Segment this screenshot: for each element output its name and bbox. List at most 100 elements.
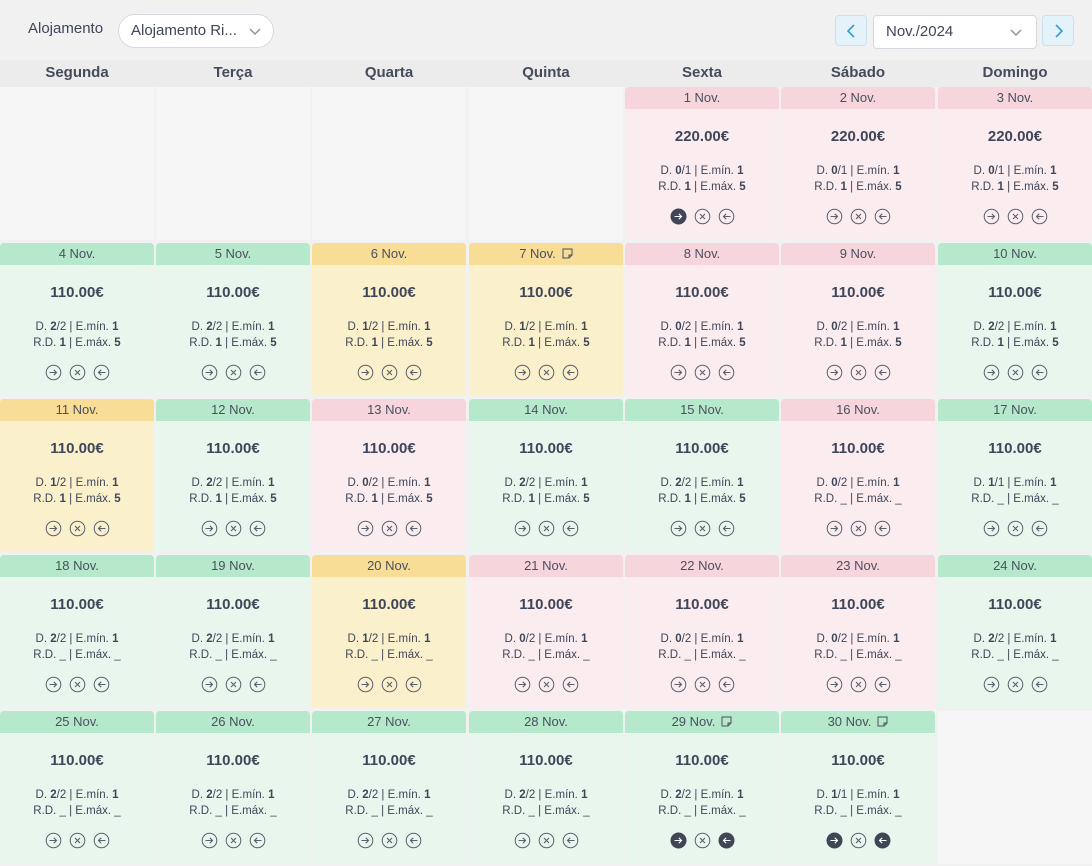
close-icon[interactable] — [225, 520, 242, 537]
close-icon[interactable] — [850, 832, 867, 849]
previous-month-button[interactable] — [835, 15, 867, 46]
day-cell[interactable]: 19 Nov. 110.00€ D. 2/2 | E.mín. 1 R.D. _ | … — [156, 555, 310, 708]
checkin-arrow-icon[interactable] — [514, 364, 531, 381]
checkout-arrow-icon[interactable] — [874, 208, 891, 225]
day-cell[interactable]: 15 Nov. 110.00€ D. 2/2 | E.mín. 1 R.D. 1 | … — [625, 399, 779, 552]
checkin-arrow-icon[interactable] — [983, 520, 1000, 537]
checkin-arrow-icon[interactable] — [983, 676, 1000, 693]
close-icon[interactable] — [538, 520, 555, 537]
checkin-arrow-icon[interactable] — [45, 520, 62, 537]
note-icon[interactable] — [877, 712, 888, 727]
checkout-arrow-icon[interactable] — [718, 676, 735, 693]
checkout-arrow-icon[interactable] — [874, 676, 891, 693]
checkin-arrow-icon[interactable] — [357, 832, 374, 849]
day-cell[interactable]: 11 Nov. 110.00€ D. 1/2 | E.mín. 1 R.D. 1 | … — [0, 399, 154, 552]
checkin-arrow-icon[interactable] — [357, 364, 374, 381]
day-cell[interactable]: 3 Nov. 220.00€ D. 0/1 | E.mín. 1 R.D. 1 | E… — [938, 87, 1092, 240]
day-cell[interactable]: 12 Nov. 110.00€ D. 2/2 | E.mín. 1 R.D. 1 | … — [156, 399, 310, 552]
close-icon[interactable] — [225, 364, 242, 381]
checkin-arrow-icon[interactable] — [826, 520, 843, 537]
checkout-arrow-icon[interactable] — [405, 676, 422, 693]
checkin-arrow-icon[interactable] — [357, 520, 374, 537]
checkin-arrow-icon[interactable] — [983, 208, 1000, 225]
checkin-arrow-icon[interactable] — [201, 520, 218, 537]
day-cell[interactable]: 2 Nov. 220.00€ D. 0/1 | E.mín. 1 R.D. 1 | E… — [781, 87, 935, 240]
close-icon[interactable] — [1007, 520, 1024, 537]
close-icon[interactable] — [381, 832, 398, 849]
day-cell[interactable]: 20 Nov. 110.00€ D. 1/2 | E.mín. 1 R.D. _ | … — [312, 555, 466, 708]
checkin-arrow-icon[interactable] — [514, 832, 531, 849]
close-icon[interactable] — [694, 832, 711, 849]
day-cell[interactable]: 29 Nov. 110.00€ D. 2/2 | E.mín. 1 R.D. _ | … — [625, 711, 779, 864]
checkout-arrow-icon[interactable] — [1031, 520, 1048, 537]
checkin-arrow-icon[interactable] — [201, 832, 218, 849]
checkin-arrow-icon[interactable] — [826, 676, 843, 693]
close-icon[interactable] — [381, 520, 398, 537]
day-cell[interactable]: 4 Nov. 110.00€ D. 2/2 | E.mín. 1 R.D. 1 | E… — [0, 243, 154, 396]
checkout-arrow-icon[interactable] — [249, 364, 266, 381]
checkout-arrow-icon[interactable] — [562, 520, 579, 537]
day-cell[interactable]: 9 Nov. 110.00€ D. 0/2 | E.mín. 1 R.D. 1 | E… — [781, 243, 935, 396]
checkout-arrow-icon[interactable] — [874, 832, 891, 849]
close-icon[interactable] — [1007, 208, 1024, 225]
day-cell[interactable]: 8 Nov. 110.00€ D. 0/2 | E.mín. 1 R.D. 1 | E… — [625, 243, 779, 396]
day-cell[interactable]: 26 Nov. 110.00€ D. 2/2 | E.mín. 1 R.D. _ | … — [156, 711, 310, 864]
checkout-arrow-icon[interactable] — [1031, 208, 1048, 225]
checkin-arrow-icon[interactable] — [670, 832, 687, 849]
close-icon[interactable] — [69, 520, 86, 537]
checkout-arrow-icon[interactable] — [249, 832, 266, 849]
checkout-arrow-icon[interactable] — [562, 364, 579, 381]
day-cell[interactable]: 21 Nov. 110.00€ D. 0/2 | E.mín. 1 R.D. _ | … — [469, 555, 623, 708]
checkout-arrow-icon[interactable] — [718, 364, 735, 381]
close-icon[interactable] — [1007, 364, 1024, 381]
day-cell[interactable]: 23 Nov. 110.00€ D. 0/2 | E.mín. 1 R.D. _ | … — [781, 555, 935, 708]
day-cell[interactable]: 17 Nov. 110.00€ D. 1/1 | E.mín. 1 R.D. _ | … — [938, 399, 1092, 552]
checkout-arrow-icon[interactable] — [93, 364, 110, 381]
day-cell[interactable]: 7 Nov. 110.00€ D. 1/2 | E.mín. 1 R.D. 1 | E… — [469, 243, 623, 396]
checkout-arrow-icon[interactable] — [562, 676, 579, 693]
day-cell[interactable]: 24 Nov. 110.00€ D. 2/2 | E.mín. 1 R.D. _ | … — [938, 555, 1092, 708]
checkin-arrow-icon[interactable] — [45, 676, 62, 693]
checkin-arrow-icon[interactable] — [826, 364, 843, 381]
close-icon[interactable] — [69, 364, 86, 381]
checkout-arrow-icon[interactable] — [1031, 364, 1048, 381]
close-icon[interactable] — [225, 832, 242, 849]
checkout-arrow-icon[interactable] — [405, 832, 422, 849]
next-month-button[interactable] — [1042, 15, 1074, 46]
checkout-arrow-icon[interactable] — [874, 364, 891, 381]
close-icon[interactable] — [694, 364, 711, 381]
checkin-arrow-icon[interactable] — [670, 520, 687, 537]
day-cell[interactable]: 5 Nov. 110.00€ D. 2/2 | E.mín. 1 R.D. 1 | E… — [156, 243, 310, 396]
checkin-arrow-icon[interactable] — [201, 676, 218, 693]
checkin-arrow-icon[interactable] — [983, 364, 1000, 381]
checkout-arrow-icon[interactable] — [93, 832, 110, 849]
day-cell[interactable]: 14 Nov. 110.00€ D. 2/2 | E.mín. 1 R.D. 1 | … — [469, 399, 623, 552]
close-icon[interactable] — [69, 832, 86, 849]
checkout-arrow-icon[interactable] — [718, 520, 735, 537]
close-icon[interactable] — [694, 676, 711, 693]
close-icon[interactable] — [850, 364, 867, 381]
day-cell[interactable]: 25 Nov. 110.00€ D. 2/2 | E.mín. 1 R.D. _ | … — [0, 711, 154, 864]
note-icon[interactable] — [562, 244, 573, 259]
close-icon[interactable] — [381, 676, 398, 693]
close-icon[interactable] — [69, 676, 86, 693]
day-cell[interactable]: 18 Nov. 110.00€ D. 2/2 | E.mín. 1 R.D. _ | … — [0, 555, 154, 708]
checkin-arrow-icon[interactable] — [670, 364, 687, 381]
checkout-arrow-icon[interactable] — [249, 520, 266, 537]
close-icon[interactable] — [538, 832, 555, 849]
checkout-arrow-icon[interactable] — [405, 520, 422, 537]
checkout-arrow-icon[interactable] — [93, 520, 110, 537]
day-cell[interactable]: 6 Nov. 110.00€ D. 1/2 | E.mín. 1 R.D. 1 | E… — [312, 243, 466, 396]
checkin-arrow-icon[interactable] — [514, 676, 531, 693]
checkin-arrow-icon[interactable] — [357, 676, 374, 693]
close-icon[interactable] — [538, 364, 555, 381]
month-select[interactable]: Nov./2024 — [873, 15, 1037, 49]
checkout-arrow-icon[interactable] — [562, 832, 579, 849]
close-icon[interactable] — [850, 208, 867, 225]
accommodation-select[interactable]: Alojamento Ri... — [118, 14, 274, 48]
day-cell[interactable]: 27 Nov. 110.00€ D. 2/2 | E.mín. 1 R.D. _ | … — [312, 711, 466, 864]
day-cell[interactable]: 1 Nov. 220.00€ D. 0/1 | E.mín. 1 R.D. 1 | E… — [625, 87, 779, 240]
day-cell[interactable]: 13 Nov. 110.00€ D. 0/2 | E.mín. 1 R.D. 1 | … — [312, 399, 466, 552]
close-icon[interactable] — [1007, 676, 1024, 693]
checkout-arrow-icon[interactable] — [718, 832, 735, 849]
